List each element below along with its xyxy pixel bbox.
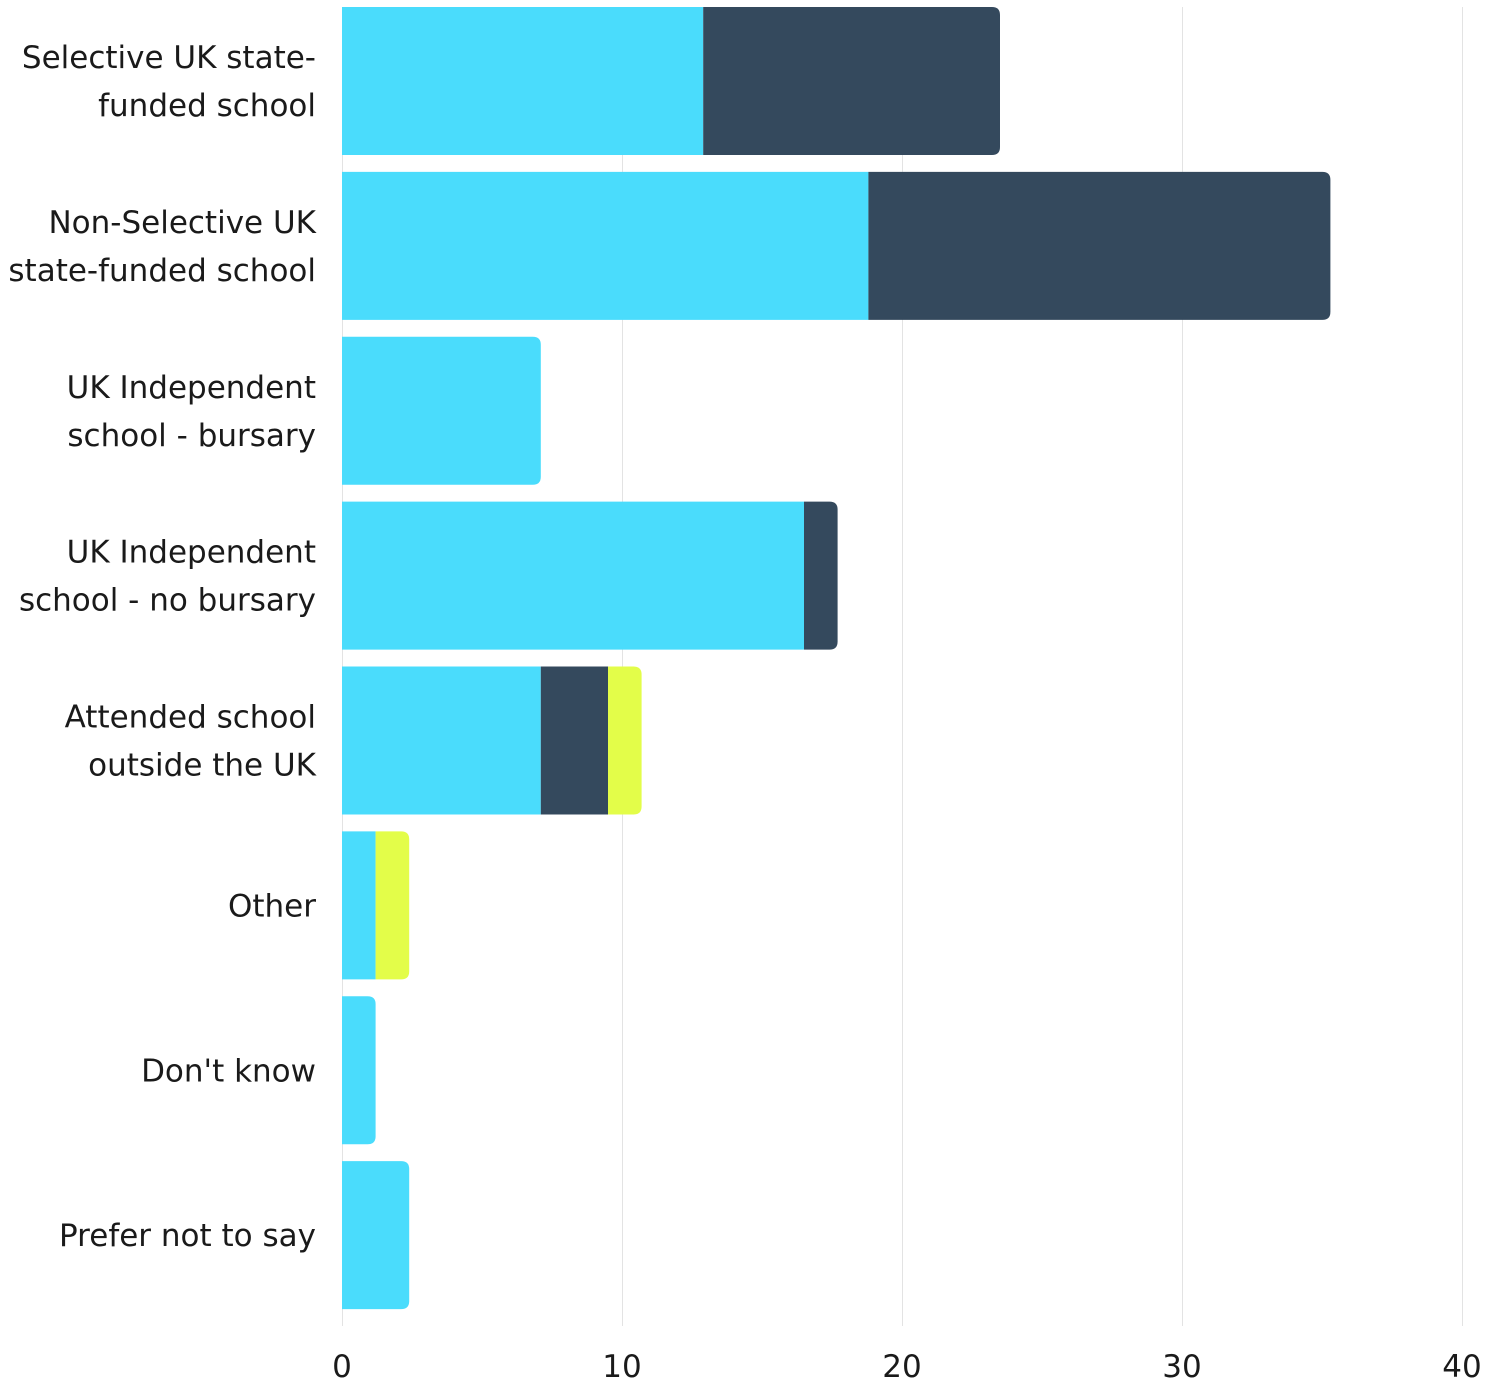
bar-segment-4-1 [540, 666, 608, 815]
bar-segment-5-2 [375, 831, 410, 980]
x-tick-label-1: 10 [602, 1349, 641, 1385]
bar-segment-5-0 [342, 831, 376, 980]
bar-segment-1-1 [868, 171, 1331, 320]
bars [342, 7, 1331, 1310]
bar-segment-3-1 [804, 501, 838, 650]
bar-segment-0-0 [342, 7, 704, 155]
category-label-7: Prefer not to say [59, 1218, 316, 1254]
category-label-5: Other [228, 888, 316, 924]
bar-segment-2-0 [342, 336, 541, 485]
category-labels: Selective UK state-funded school Non-Sele… [8, 40, 316, 1254]
x-tick-label-3: 30 [1162, 1349, 1201, 1385]
category-label-4: Attended school outside the UK [65, 700, 317, 784]
x-tick-label-4: 40 [1442, 1349, 1481, 1385]
bar-segment-3-0 [342, 501, 804, 650]
category-label-1: Non-Selective UK state-funded school [8, 205, 316, 289]
bar-segment-0-1 [703, 7, 1000, 155]
category-label-3: UK Independent school - no bursary [19, 535, 316, 619]
category-label-0: Selective UK state-funded school [22, 40, 316, 124]
x-tick-label-2: 20 [882, 1349, 921, 1385]
category-label-2: UK Independent school - bursary [67, 370, 316, 454]
bar-segment-4-0 [342, 666, 541, 815]
bar-segment-1-0 [342, 171, 869, 320]
bar-segment-4-2 [608, 666, 642, 815]
bar-segment-6-0 [342, 996, 376, 1145]
category-label-6: Don't know [141, 1053, 316, 1089]
bar-segment-7-0 [342, 1161, 410, 1310]
x-axis-tick-labels: 0 10 20 30 40 [332, 1349, 1482, 1385]
x-tick-label-0: 0 [332, 1349, 352, 1385]
